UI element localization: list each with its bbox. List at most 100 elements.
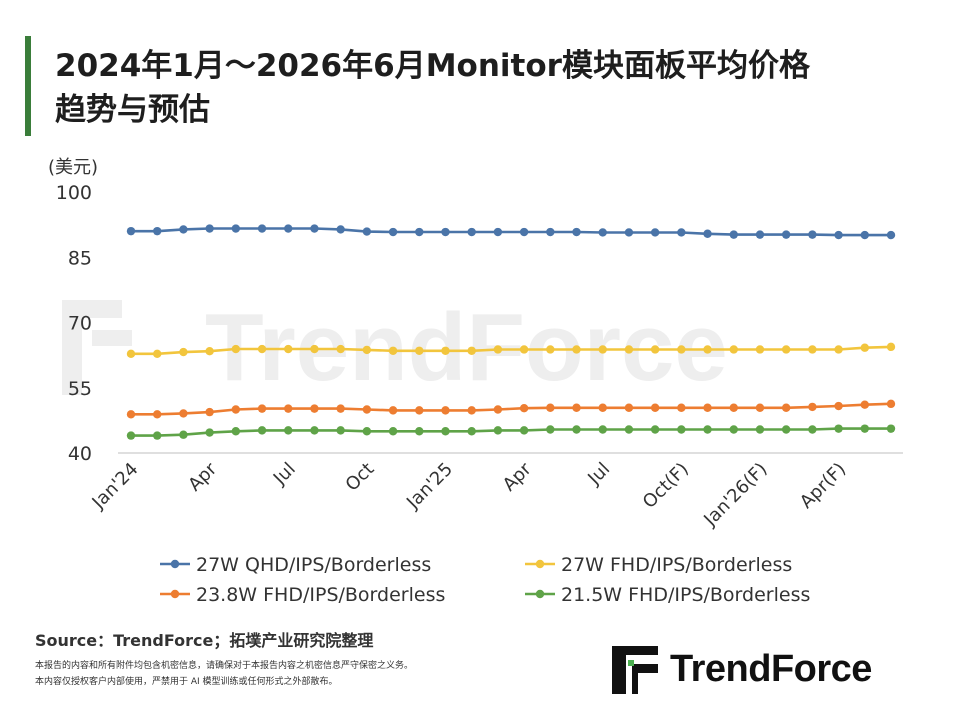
data-point [257, 404, 267, 413]
data-point [860, 230, 869, 240]
source-note: Source：TrendForce；拓墣产业研究院整理 [35, 631, 374, 650]
legend-item: 27W FHD/IPS/Borderless [525, 554, 792, 576]
data-point [336, 404, 345, 413]
x-tick-label: Jan'26(F) [699, 459, 771, 531]
data-point [519, 345, 529, 354]
legend-label: 27W FHD/IPS/Borderless [561, 554, 792, 576]
data-point [415, 406, 424, 415]
y-tick-label: 85 [68, 247, 92, 269]
line-chart: TrendForce (美元) 40 55 70 85 100 Jan'24 Apr Jul Oc… [48, 157, 903, 606]
legend-item: 21.5W FHD/IPS/Borderless [525, 584, 810, 606]
data-point [703, 425, 712, 434]
y-tick-label: 70 [68, 313, 92, 335]
data-point [572, 425, 581, 434]
data-point [126, 226, 136, 236]
legend-label: 27W QHD/IPS/Borderless [196, 554, 431, 576]
data-point [231, 405, 241, 414]
data-point [624, 425, 634, 434]
data-point [257, 344, 267, 354]
data-point [781, 345, 791, 354]
data-point [205, 224, 214, 233]
legend-item: 27W QHD/IPS/Borderless [160, 554, 431, 576]
data-point [467, 406, 476, 415]
data-point [886, 342, 896, 352]
legend: 27W QHD/IPS/Borderless 27W FHD/IPS/Border… [160, 554, 810, 606]
x-tick-label: Apr(F) [796, 459, 850, 513]
data-point [179, 409, 188, 418]
data-point [546, 227, 555, 237]
data-point [598, 403, 607, 412]
data-point [467, 227, 476, 237]
legend-marker [535, 589, 545, 599]
data-point [441, 346, 450, 355]
data-point [781, 425, 791, 434]
series-layer [126, 224, 896, 440]
data-point [310, 404, 319, 413]
data-point [729, 403, 738, 412]
data-point [153, 410, 162, 419]
data-point [860, 424, 869, 433]
chart-title: 2024年1月～2026年6月Monitor模块面板平均价格 趋势与预估 [55, 44, 915, 132]
series-line [131, 345, 892, 356]
data-point [572, 227, 581, 237]
data-point [650, 425, 660, 434]
data-point [624, 345, 634, 354]
title-accent-bar [25, 36, 31, 136]
data-point [284, 426, 293, 435]
data-point [153, 349, 162, 359]
data-point [546, 425, 555, 434]
data-point [284, 404, 293, 413]
x-tick-label: Jan'24 [88, 459, 143, 514]
data-point [153, 226, 162, 236]
data-point [441, 427, 450, 436]
data-point [310, 224, 319, 233]
data-point [441, 406, 450, 415]
data-point [755, 403, 765, 412]
x-tick-label: Apr [184, 458, 221, 495]
data-point [834, 401, 843, 411]
data-point [441, 227, 450, 237]
logo-mark-icon [612, 646, 658, 694]
data-point [205, 347, 214, 356]
data-point [179, 225, 188, 234]
data-point [415, 227, 424, 237]
data-point [650, 228, 660, 237]
data-point [808, 402, 817, 412]
data-point [729, 230, 738, 239]
data-point [860, 343, 869, 352]
watermark-mark-stem [62, 300, 82, 395]
data-point [834, 230, 843, 240]
data-point [362, 405, 372, 414]
data-point [493, 345, 503, 354]
series-line [131, 427, 891, 437]
data-point [310, 344, 319, 354]
data-point [729, 425, 738, 434]
y-unit-label: (美元) [48, 157, 98, 178]
data-point [808, 230, 817, 239]
data-point [362, 345, 372, 355]
data-point [126, 431, 136, 440]
disclaimer-line-2: 本内容仅授权客户内部使用，严禁用于 AI 模型训练或任何形式之外部散布。 [35, 677, 338, 687]
title-line-1: 2024年1月～2026年6月Monitor模块面板平均价格 [55, 48, 810, 84]
data-point [336, 225, 345, 234]
data-point [153, 431, 162, 440]
logo-text: TrendForce [670, 648, 872, 690]
watermark-mark-bar [92, 330, 132, 346]
data-point [886, 424, 896, 433]
y-tick-label: 40 [68, 443, 92, 465]
data-point [808, 425, 817, 434]
series-group [126, 224, 896, 240]
data-point [257, 224, 267, 233]
data-point [284, 344, 293, 354]
data-point [415, 346, 424, 355]
data-point [467, 427, 476, 436]
data-point [703, 403, 712, 412]
data-point [362, 427, 372, 436]
data-point [886, 399, 896, 409]
data-point [834, 345, 843, 354]
legend-marker [535, 559, 545, 569]
disclaimer-line-1: 本报告的内容和所有附件均包含机密信息，请确保对于本报告内容之机密信息严守保密之义… [35, 661, 414, 671]
data-point [257, 426, 267, 435]
series-line [131, 402, 892, 416]
data-point [755, 345, 765, 354]
